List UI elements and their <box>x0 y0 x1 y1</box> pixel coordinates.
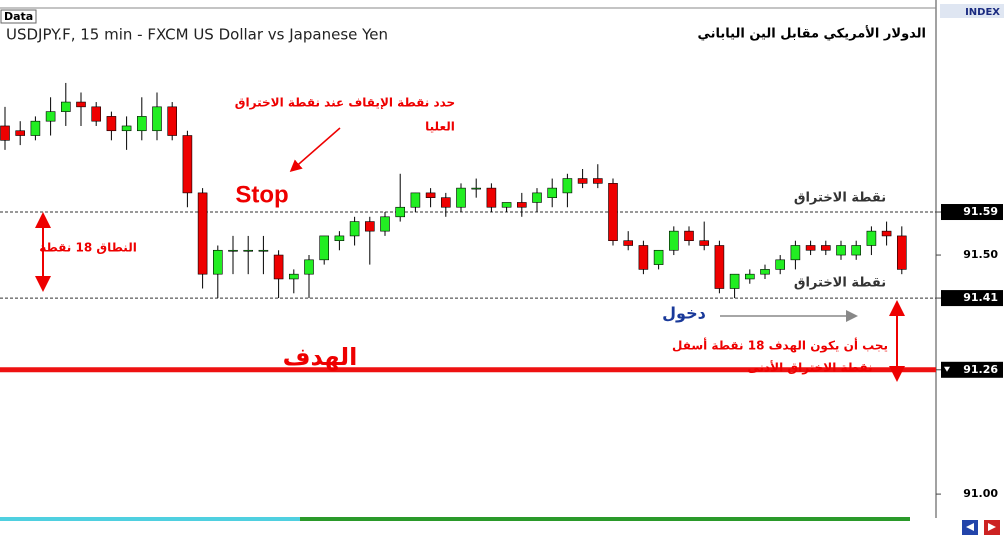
annotation: النطاق 18 نقطة <box>39 241 137 255</box>
candle-body <box>608 183 618 242</box>
candle-body <box>516 202 527 208</box>
candle-body <box>45 111 56 122</box>
candle-body <box>440 197 451 208</box>
candle-body <box>395 206 406 218</box>
candle-body <box>820 245 831 251</box>
chart-title-arabic: الدولار الأمريكي مقابل الين الياباني <box>698 25 927 42</box>
y-tick-label: 91.41 <box>963 291 998 304</box>
candle-body <box>562 178 573 194</box>
candle-body <box>425 192 436 198</box>
scrollbar[interactable] <box>0 517 300 521</box>
candle-body <box>364 221 375 232</box>
arrow <box>289 127 341 172</box>
candle-body <box>380 216 390 232</box>
candle-body <box>15 130 25 136</box>
candle-body <box>471 187 482 190</box>
annotation: نقطة الاختراق <box>794 191 886 206</box>
candle-body <box>501 202 512 208</box>
candle-body <box>805 245 816 251</box>
candle-body <box>881 230 892 237</box>
candle-body <box>76 101 86 108</box>
candle-body <box>744 273 755 280</box>
candle-body <box>319 235 330 261</box>
candle-body <box>167 106 177 136</box>
candle-body <box>896 235 907 270</box>
candle-body <box>121 125 132 132</box>
annotation: حدد نقطة الإيقاف عند نقطة الاختراق <box>235 96 455 110</box>
candle-body <box>273 254 284 280</box>
candle-body <box>152 106 162 132</box>
y-tick-label: 91.00 <box>963 487 998 500</box>
candle-body <box>836 245 846 256</box>
candle-body <box>410 192 421 208</box>
candle-body <box>0 125 10 141</box>
annotation: الهدف <box>283 343 358 371</box>
candle-body <box>684 230 694 242</box>
candle-body <box>137 116 147 132</box>
candle-body <box>775 259 786 270</box>
tick-marker <box>944 366 950 372</box>
nav-icon <box>988 523 996 531</box>
tick-label-box <box>941 361 1003 378</box>
candle-body <box>547 187 558 198</box>
candle-body <box>623 240 634 246</box>
candle-body <box>60 101 71 112</box>
candle-body <box>334 235 345 242</box>
candle-body <box>182 135 193 194</box>
axis-label: INDEX <box>965 7 1000 18</box>
candle-body <box>577 178 588 184</box>
plot-area: 91.00 91.26 91.41 91.50 91.59 <box>0 82 1003 500</box>
y-tick-label: 91.26 <box>963 363 998 376</box>
annotation: دخول <box>662 304 706 323</box>
candle-body <box>106 116 117 132</box>
candle-body <box>714 245 725 289</box>
nav-icon <box>966 523 974 531</box>
tick-label-box <box>941 290 1003 307</box>
candle-body <box>243 249 253 252</box>
tick-label-box <box>941 204 1003 221</box>
annotation: العليا <box>425 120 455 134</box>
y-tick-label: 91.50 <box>963 248 998 261</box>
candle-body <box>486 187 497 208</box>
header-box <box>0 9 37 24</box>
candle-body <box>30 120 41 136</box>
annotation: يجب أن يكون الهدف 18 نقطة أسفل <box>672 338 888 354</box>
candle-body <box>91 106 101 122</box>
candle-body <box>592 178 603 184</box>
candle-body <box>197 192 208 275</box>
candle-body <box>638 245 649 270</box>
candle-body <box>729 273 740 289</box>
candle-body <box>790 245 801 261</box>
annotation: نقطة الاختراق <box>794 276 886 291</box>
candle-body <box>760 269 770 275</box>
annotation: Stop <box>235 181 288 208</box>
annotation: نقطة الاختراق الأدنى <box>747 360 872 375</box>
candle-body <box>288 273 299 280</box>
candle-body <box>213 249 223 275</box>
header-label: Data <box>4 10 33 23</box>
y-tick-label: 91.59 <box>963 205 998 218</box>
axis-header <box>940 4 1004 18</box>
candle-body <box>699 240 710 246</box>
candle-body <box>866 230 877 246</box>
candle-body <box>456 187 466 208</box>
candle-body <box>304 259 314 275</box>
candle-body <box>258 249 269 252</box>
candle-body <box>851 245 862 256</box>
candle-body <box>349 221 360 237</box>
candle-body <box>653 249 664 265</box>
candle-body <box>668 230 679 251</box>
candle-body <box>228 249 238 252</box>
chart-title: USDJPY.F, 15 min - FXCM US Dollar vs Jap… <box>6 26 388 44</box>
scrollbar[interactable] <box>300 517 910 521</box>
candle-body <box>532 192 542 203</box>
